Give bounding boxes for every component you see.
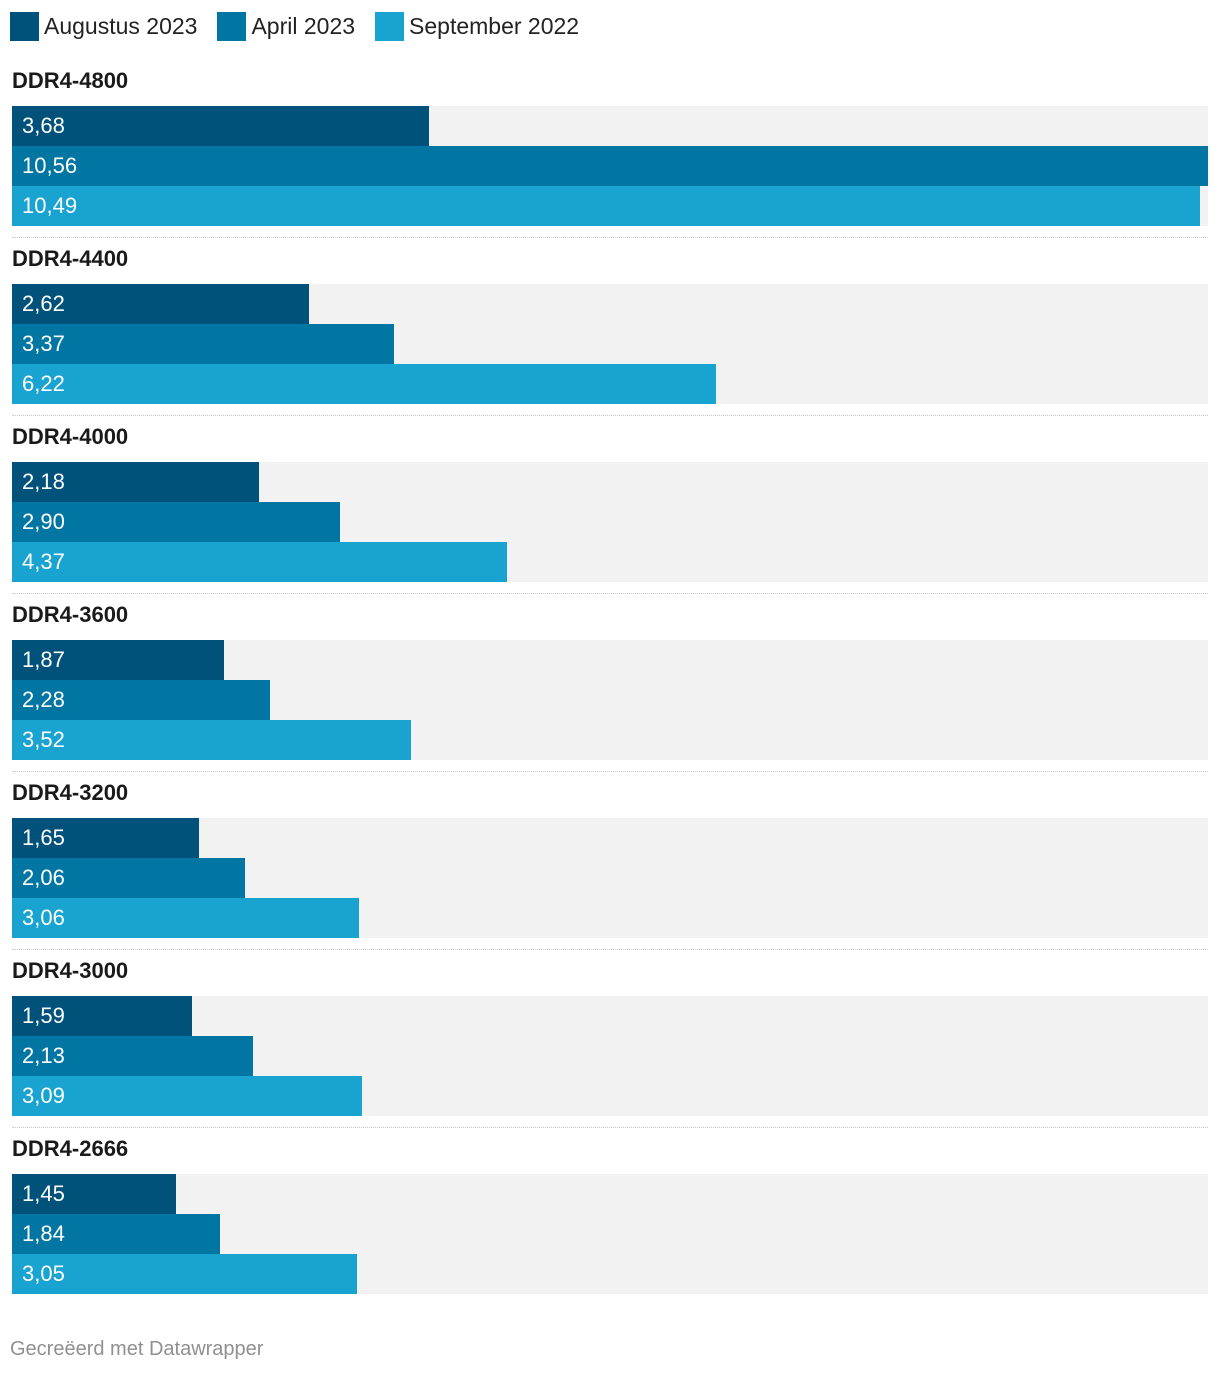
bar-value-label: 2,06 [22,858,65,898]
bar-row: 2,13 [12,1036,1208,1076]
bar-group: DDR4-4400 2,62 3,37 6,22 [12,240,1208,418]
bar-value-label: 1,87 [22,640,65,680]
bar-track: 2,18 2,90 4,37 [12,462,1208,582]
bar-value-label: 3,52 [22,720,65,760]
bar-row: 3,68 [12,106,1208,146]
bar-track: 3,68 10,56 10,49 [12,106,1208,226]
legend-swatch [10,12,39,41]
bar-row: 3,37 [12,324,1208,364]
bar [12,186,1200,226]
bar-row: 2,62 [12,284,1208,324]
bar-track: 1,45 1,84 3,05 [12,1174,1208,1294]
bar-value-label: 4,37 [22,542,65,582]
bar-value-label: 3,09 [22,1076,65,1116]
bar [12,324,394,364]
bar-value-label: 3,06 [22,898,65,938]
bar-row: 10,56 [12,146,1208,186]
bar-row: 2,90 [12,502,1208,542]
bar-value-label: 2,18 [22,462,65,502]
bar-row: 1,59 [12,996,1208,1036]
bar-row: 3,09 [12,1076,1208,1116]
bar-track: 1,65 2,06 3,06 [12,818,1208,938]
bar-value-label: 1,84 [22,1214,65,1254]
bar-value-label: 2,62 [22,284,65,324]
legend-label: September 2022 [409,13,579,40]
legend-item: April 2023 [217,12,355,41]
category-label: DDR4-2666 [12,1136,128,1162]
bar-row: 1,45 [12,1174,1208,1214]
category-label: DDR4-4000 [12,424,128,450]
bar-row: 4,37 [12,542,1208,582]
legend-label: Augustus 2023 [44,13,197,40]
bar-row: 10,49 [12,186,1208,226]
bar-row: 1,87 [12,640,1208,680]
bar-group: DDR4-2666 1,45 1,84 3,05 [12,1130,1208,1308]
bar-row: 6,22 [12,364,1208,404]
category-label: DDR4-3200 [12,780,128,806]
bar-track: 2,62 3,37 6,22 [12,284,1208,404]
bar [12,542,507,582]
bar-row: 1,65 [12,818,1208,858]
bar-group: DDR4-3600 1,87 2,28 3,52 [12,596,1208,774]
bar-row: 2,28 [12,680,1208,720]
bar-track: 1,87 2,28 3,52 [12,640,1208,760]
bar-value-label: 1,45 [22,1174,65,1214]
legend-swatch [375,12,404,41]
bar-group: DDR4-3200 1,65 2,06 3,06 [12,774,1208,952]
legend-label: April 2023 [251,13,355,40]
bar-value-label: 2,13 [22,1036,65,1076]
chart-legend: Augustus 2023 April 2023 September 2022 [10,10,599,42]
legend-item: Augustus 2023 [10,12,197,41]
bar [12,106,429,146]
bar-track: 1,59 2,13 3,09 [12,996,1208,1116]
bar-row: 1,84 [12,1214,1208,1254]
bar-row: 2,06 [12,858,1208,898]
bar-group: DDR4-3000 1,59 2,13 3,09 [12,952,1208,1130]
bar-value-label: 2,90 [22,502,65,542]
bar [12,146,1208,186]
bar-value-label: 10,49 [22,186,77,226]
bar-value-label: 6,22 [22,364,65,404]
bar-value-label: 1,59 [22,996,65,1036]
category-label: DDR4-3000 [12,958,128,984]
legend-swatch [217,12,246,41]
bar-row: 2,18 [12,462,1208,502]
legend-item: September 2022 [375,12,579,41]
bar-value-label: 3,05 [22,1254,65,1294]
bar-row: 3,05 [12,1254,1208,1294]
bar-value-label: 3,37 [22,324,65,364]
bar-row: 3,06 [12,898,1208,938]
bar-value-label: 3,68 [22,106,65,146]
bar-row: 3,52 [12,720,1208,760]
bar-value-label: 10,56 [22,146,77,186]
bar-value-label: 2,28 [22,680,65,720]
bar-value-label: 1,65 [22,818,65,858]
category-label: DDR4-4400 [12,246,128,272]
bar-chart: DDR4-4800 3,68 10,56 10,49 DDR4-4400 2,62 3,37… [12,62,1208,1308]
footer-credit: Gecreëerd met Datawrapper [10,1338,263,1361]
category-label: DDR4-3600 [12,602,128,628]
bar-group: DDR4-4800 3,68 10,56 10,49 [12,62,1208,240]
bar [12,364,716,404]
bar-group: DDR4-4000 2,18 2,90 4,37 [12,418,1208,596]
category-label: DDR4-4800 [12,68,128,94]
bar [12,720,411,760]
